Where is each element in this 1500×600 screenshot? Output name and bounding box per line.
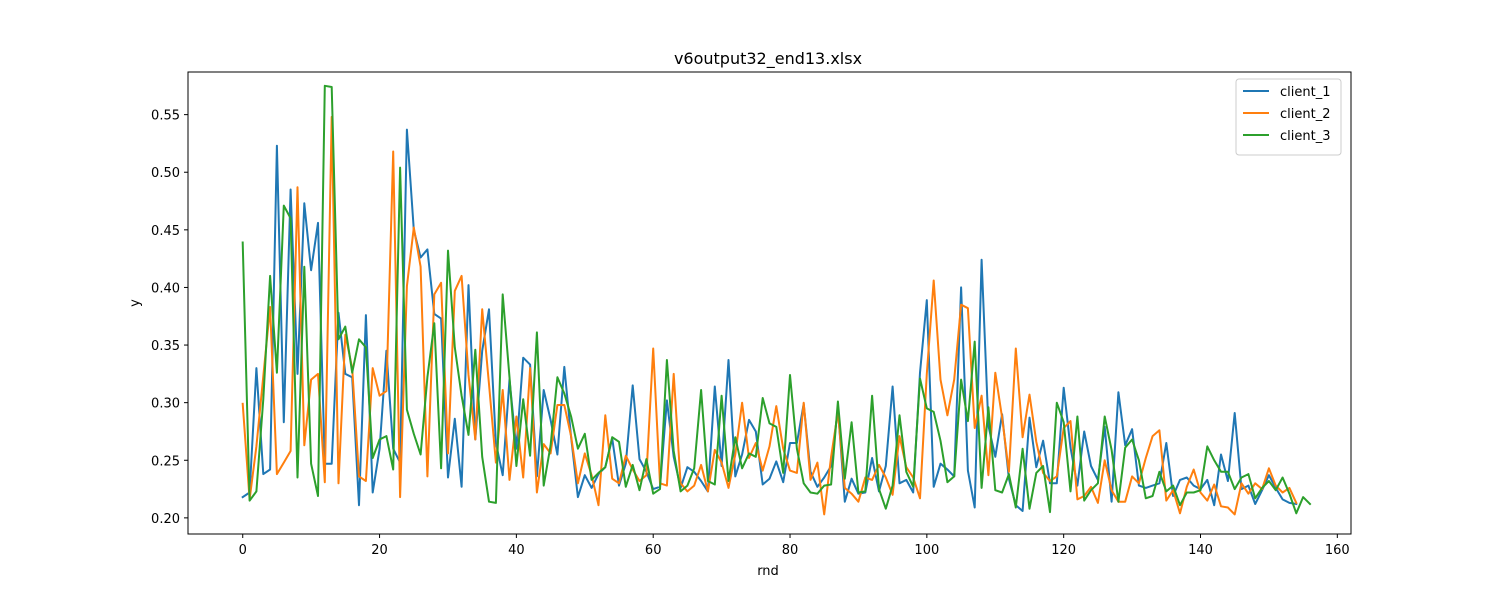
plot-area-frame — [187, 71, 1352, 535]
x-tick-label: 20 — [371, 543, 388, 558]
x-tick-label: 100 — [914, 543, 939, 558]
y-tick-label: 0.20 — [151, 512, 180, 527]
legend-label-client_3: client_3 — [1280, 129, 1330, 144]
y-axis: 0.20 0.25 0.30 0.35 0.40 0.45 0.50 0.55 — [151, 109, 188, 527]
y-tick-label: 0.50 — [151, 166, 180, 181]
y-tick-label: 0.45 — [151, 224, 180, 239]
series-layer — [241, 84, 1312, 516]
x-axis-label: rnd — [757, 564, 779, 579]
series-line-client_2 — [241, 115, 1298, 516]
x-tick-label: 120 — [1051, 543, 1076, 558]
series-line-client_3 — [241, 84, 1312, 515]
y-tick-label: 0.35 — [151, 339, 180, 354]
y-tick-label: 0.30 — [151, 397, 180, 412]
x-tick-label: 140 — [1188, 543, 1213, 558]
x-tick-label: 160 — [1325, 543, 1350, 558]
chart-title: v6output32_end13.xlsx — [674, 49, 862, 69]
y-tick-label: 0.55 — [151, 109, 180, 124]
y-tick-label: 0.40 — [151, 281, 180, 296]
legend: client_1 client_2 client_3 — [1235, 78, 1342, 156]
x-tick-label: 40 — [508, 543, 525, 558]
x-axis: 0 20 40 60 80 100 120 140 160 — [239, 534, 1350, 558]
y-tick-label: 0.25 — [151, 454, 180, 469]
x-tick-label: 80 — [782, 543, 799, 558]
y-axis-label: y — [128, 299, 143, 307]
legend-label-client_2: client_2 — [1280, 107, 1330, 122]
legend-label-client_1: client_1 — [1280, 85, 1330, 100]
x-tick-label: 60 — [645, 543, 662, 558]
x-tick-label: 0 — [239, 543, 247, 558]
